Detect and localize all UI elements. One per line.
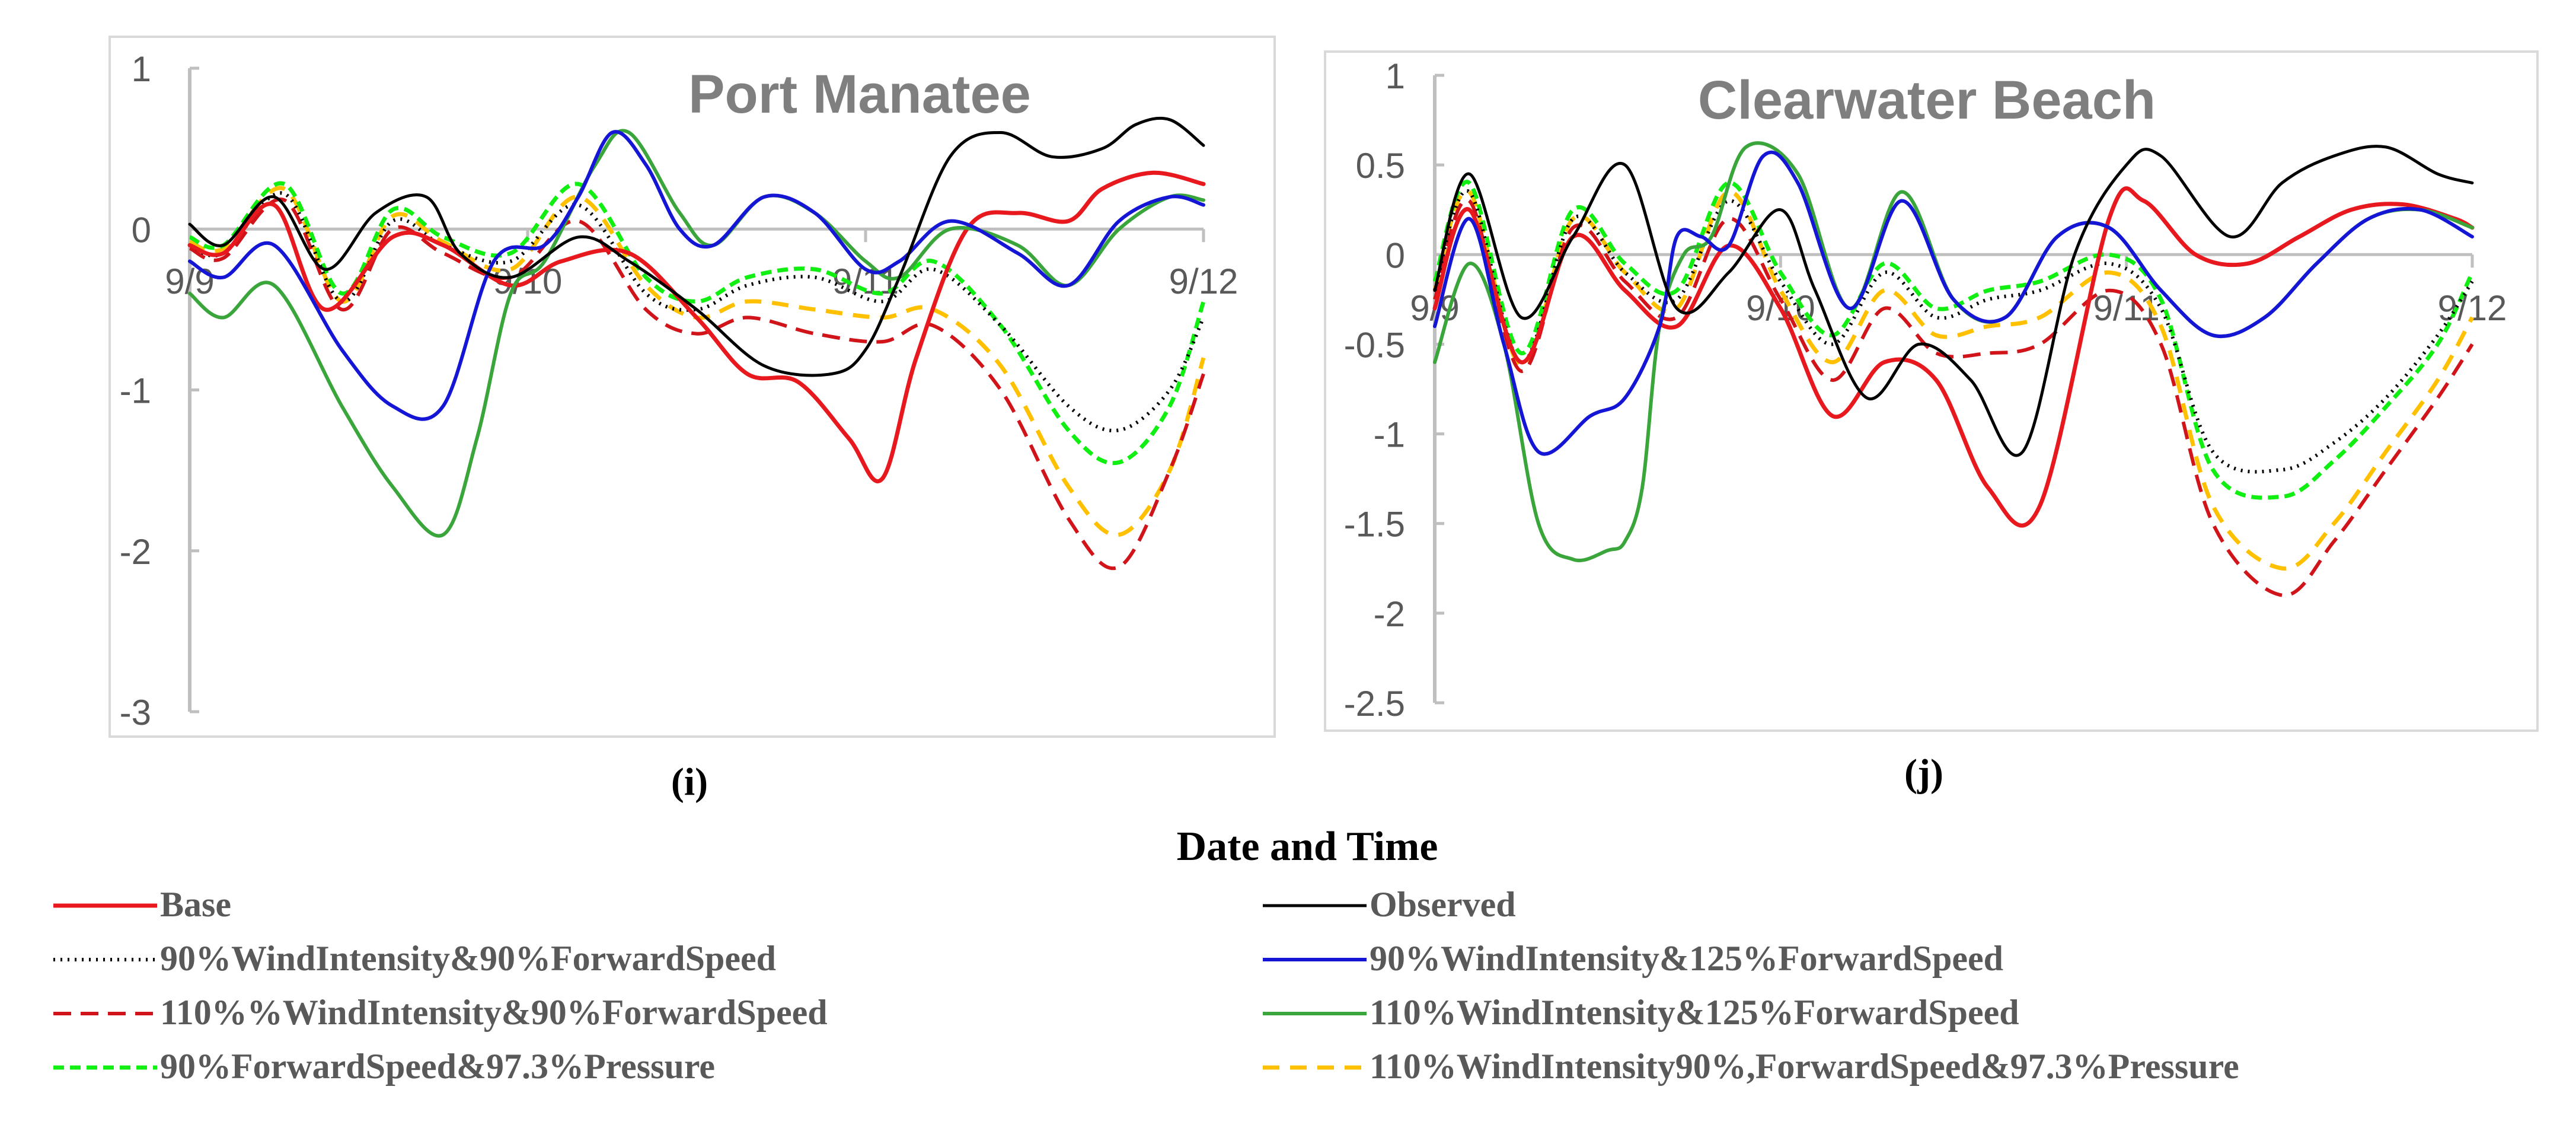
series-line-wi90-fs125 — [188, 130, 1205, 421]
legend-label: Observed — [1370, 885, 1516, 924]
legend-item-wi90-fs90: 90%WindIntensity&90%ForwardSpeed — [53, 939, 776, 978]
y-tick-label: 0.5 — [1356, 146, 1405, 186]
y-tick-label: 0 — [132, 210, 151, 250]
chart-title: Clearwater Beach — [1698, 70, 2156, 130]
series-line-wi110-fs90-p973 — [189, 186, 1206, 537]
panel-label-i: (i) — [671, 760, 708, 804]
legend-item-wi110-fs90-p973: 110%WindIntensity90%,ForwardSpeed&97.3%P… — [1263, 1047, 2239, 1086]
chart-frame — [1324, 50, 2539, 732]
legend-item-wi110-fs125: 110%WindIntensity&125%ForwardSpeed — [1263, 993, 2019, 1032]
legend-item-fs90-p973: 90%ForwardSpeed&97.3%Pressure — [53, 1047, 715, 1086]
legend-label: 90%WindIntensity&90%ForwardSpeed — [160, 939, 776, 978]
y-tick-label: -3 — [120, 693, 151, 732]
chart-title: Port Manatee — [688, 64, 1031, 125]
legend-label: Base — [160, 885, 231, 924]
series-line-wi110-fs90 — [189, 197, 1205, 571]
common-xlabel: Date and Time — [1177, 824, 1438, 869]
legend-label: 110%WindIntensity&125%ForwardSpeed — [1370, 993, 2019, 1032]
series-line-fs90-p973 — [1432, 180, 2475, 500]
y-tick-label: -0.5 — [1344, 325, 1405, 365]
series-line-wi110-fs125 — [188, 129, 1205, 538]
legend-item-wi90-fs125: 90%WindIntensity&125%ForwardSpeed — [1263, 939, 2003, 978]
series-layer — [187, 116, 1206, 571]
y-tick-label: -2.5 — [1344, 684, 1405, 724]
legend-label: 110%WindIntensity90%,ForwardSpeed&97.3%P… — [1370, 1047, 2239, 1086]
y-tick-label: -1.5 — [1344, 505, 1405, 544]
legend-label: 90%WindIntensity&125%ForwardSpeed — [1370, 939, 2003, 978]
series-line-observed — [188, 116, 1205, 377]
chart-panel-clearwater-beach: Clearwater Beach 10.50-0.5-1-1.5-2-2.59/… — [1324, 50, 2539, 732]
axes-layer: 10-1-2-39/9 9/10 9/11 9/12 — [120, 49, 1238, 732]
chart-frame — [108, 36, 1276, 738]
legend-item-wi110-fs90: 110%%WindIntensity&90%ForwardSpeed — [53, 993, 828, 1032]
series-line-wi90-fs125 — [1433, 150, 2474, 456]
y-tick-label: -2 — [120, 532, 151, 572]
series-line-wi110-fs90-p973 — [1432, 189, 2475, 571]
legend-label: 110%%WindIntensity&90%ForwardSpeed — [160, 993, 828, 1032]
y-tick-label: -1 — [1374, 415, 1405, 455]
series-line-observed — [1433, 145, 2474, 457]
series-line-wi110-fs90 — [1433, 197, 2474, 597]
legend-label: 90%ForwardSpeed&97.3%Pressure — [160, 1047, 715, 1086]
x-tick-label: 9/12 — [1169, 262, 1238, 301]
y-tick-label: -1 — [120, 371, 151, 411]
panel-label-j: (j) — [1904, 751, 1943, 795]
y-tick-label: 0 — [1386, 235, 1405, 275]
series-line-fs90-p973 — [189, 181, 1206, 466]
y-tick-label: -2 — [1374, 594, 1405, 634]
legend: Base Observed 90%WindIntensity&90%ForwardS… — [53, 885, 2239, 1086]
legend-item-base: Base — [53, 885, 231, 924]
legend-item-observed: Observed — [1263, 885, 1516, 924]
series-layer — [1432, 141, 2475, 597]
chart-panel-port-manatee: Port Manatee 10-1-2-39/9 9/10 9/11 9/12 — [108, 36, 1276, 738]
y-tick-label: 1 — [132, 49, 151, 89]
series-line-base — [187, 170, 1206, 483]
y-tick-label: 1 — [1386, 56, 1405, 96]
